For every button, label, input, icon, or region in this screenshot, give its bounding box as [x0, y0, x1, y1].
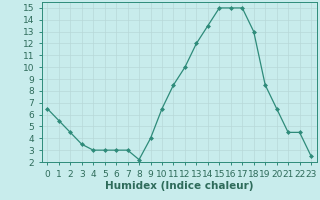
X-axis label: Humidex (Indice chaleur): Humidex (Indice chaleur) [105, 181, 253, 191]
